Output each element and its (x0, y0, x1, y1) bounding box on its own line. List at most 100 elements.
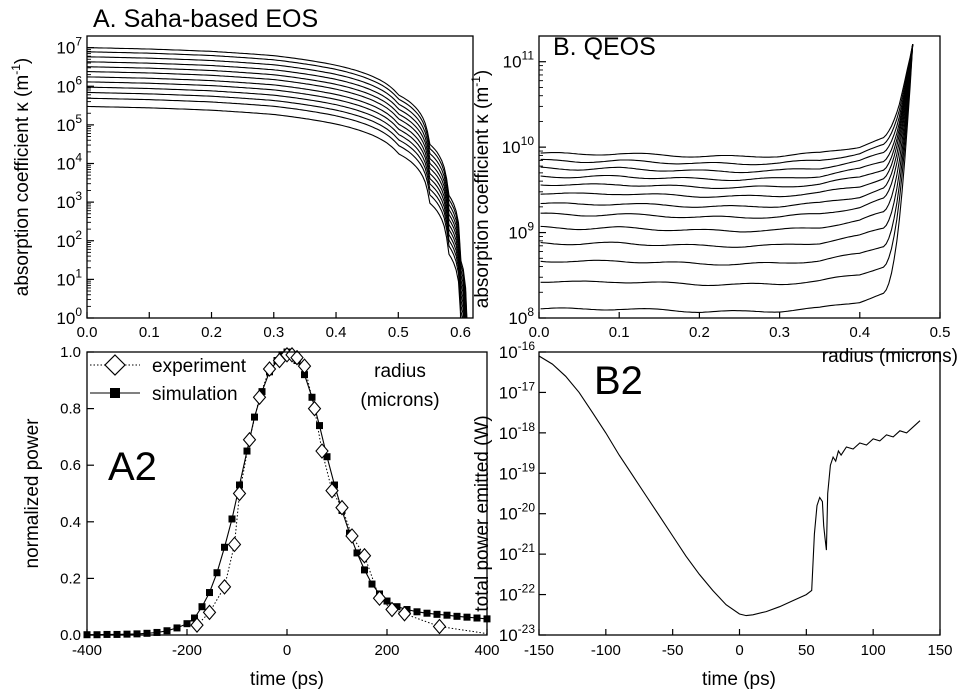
y-tick-label: 101 (56, 266, 82, 289)
series-line (87, 81, 466, 318)
y-tick-label: 10-17 (499, 379, 536, 402)
series-line (87, 61, 467, 318)
series-line (87, 97, 464, 318)
series-line (540, 44, 914, 287)
data-point-simulation (221, 543, 228, 551)
series-line (540, 44, 914, 313)
data-point-simulation (331, 481, 338, 489)
data-point-simulation (423, 609, 431, 617)
data-point-experiment (217, 579, 232, 595)
series-line (540, 44, 914, 182)
x-tick-label: 0.0 (529, 324, 550, 341)
x-tick-label: 150 (927, 642, 952, 659)
y-tick-label: 102 (56, 228, 82, 251)
x-tick-label: 0.5 (388, 324, 409, 341)
data-point-experiment (307, 400, 322, 417)
x-tick-label: 50 (798, 642, 815, 659)
chart-title: B. QEOS (553, 33, 656, 61)
data-point-simulation (191, 614, 198, 622)
y-tick-label: 0.0 (60, 627, 81, 644)
y-tick-label: 10-22 (499, 582, 536, 605)
series-line (540, 44, 914, 158)
y-tick-label: 103 (56, 189, 82, 212)
x-tick-label: 0.3 (769, 324, 790, 341)
plot-frame (86, 35, 474, 319)
data-point-experiment (397, 605, 412, 622)
data-point-simulation (383, 597, 391, 605)
data-point-experiment (357, 547, 372, 564)
data-point-simulation (163, 627, 171, 635)
x-tick-label: 0.4 (326, 324, 347, 341)
panel-a2: -400 -200 0 200 400 0.0 0.2 0.4 0.6 0.8 1.0 experim… (22, 344, 500, 690)
data-point-experiment (190, 617, 204, 633)
data-point-experiment (297, 358, 312, 374)
series-line (87, 76, 467, 318)
x-tick-label: 0.5 (930, 324, 951, 341)
y-tick-label: 10-21 (499, 541, 536, 564)
legend-marker-experiment (104, 354, 126, 376)
x-tick-label: 0.3 (263, 324, 284, 341)
panel-label: A2 (108, 445, 157, 489)
data-point-simulation (361, 566, 368, 574)
data-point-simulation (198, 603, 206, 611)
data-point-simulation (368, 580, 376, 588)
x-tick-label: 0.0 (77, 324, 98, 341)
x-tick-label: 0 (735, 642, 743, 659)
y-axis-label: normalized power (22, 418, 43, 569)
data-point-simulation (206, 589, 213, 597)
x-tick-label: 100 (861, 642, 886, 659)
y-tick-label: 109 (508, 220, 534, 243)
data-point-simulation (323, 453, 331, 461)
data-point-simulation (393, 603, 401, 611)
y-axis-label: absorption coefficient κ (m-1) (9, 58, 33, 296)
data-point-experiment (325, 482, 339, 499)
data-point-experiment (345, 528, 359, 544)
legend-marker-simulation (110, 388, 120, 398)
series-line (540, 44, 914, 198)
legend-label-simulation: simulation (152, 384, 238, 405)
y-tick-label: 1.0 (60, 344, 81, 361)
data-point-experiment (290, 349, 304, 366)
x-axis-label: time (ps) (702, 669, 776, 690)
x-tick-label: 0.1 (609, 324, 630, 341)
x-tick-label: -100 (591, 642, 621, 659)
data-point-experiment (432, 618, 447, 635)
y-tick-label: 100 (56, 305, 82, 328)
x-tick-label: -50 (662, 642, 684, 659)
panel-a: 0.0 0.1 0.2 0.3 0.4 0.5 0.6 100 101 102 103 104 105 1… (9, 5, 474, 411)
data-point-simulation (443, 611, 451, 619)
y-axis-label: total power emitted (W) (472, 415, 493, 611)
data-point-experiment (335, 499, 349, 516)
data-point-simulation (173, 624, 181, 632)
y-tick-label: 1010 (502, 134, 535, 157)
data-point-simulation (473, 614, 481, 622)
x-tick-label: -200 (172, 642, 202, 659)
x-tick-label: -150 (524, 642, 554, 659)
x-axis-label: time (ps) (250, 669, 324, 690)
panel-b: 0.0 0.1 0.2 0.3 0.4 0.5 108 109 1010 1011 B. QEOS a… (469, 33, 958, 367)
y-tick-label: 105 (56, 112, 82, 135)
y-tick-label: 106 (56, 73, 82, 96)
series-line (540, 44, 914, 233)
data-point-simulation (308, 393, 316, 401)
panel-label: B2 (594, 359, 643, 403)
y-tick-label: 107 (56, 35, 82, 58)
x-tick-label: 0.2 (201, 324, 222, 341)
x-axis-label: (microns) (360, 390, 439, 411)
x-tick-label: 0.1 (139, 324, 160, 341)
panel-b2: -150 -100 -50 0 50 100 150 10-23 10-22 10-21 10-20… (472, 339, 953, 690)
x-tick-label: -400 (72, 642, 102, 659)
y-axis-label: absorption coefficient κ (m-1) (469, 70, 493, 308)
data-point-simulation (316, 422, 323, 430)
data-point-simulation (243, 447, 251, 455)
series-line (540, 44, 914, 174)
series-line (87, 86, 465, 318)
y-tick-label: 108 (508, 305, 534, 328)
data-point-experiment (242, 431, 257, 448)
data-point-experiment (372, 590, 387, 607)
series-line (87, 91, 465, 318)
x-tick-label: 0.4 (849, 324, 870, 341)
data-point-simulation (236, 481, 243, 489)
data-point-simulation (413, 608, 421, 616)
series-line (540, 44, 914, 219)
